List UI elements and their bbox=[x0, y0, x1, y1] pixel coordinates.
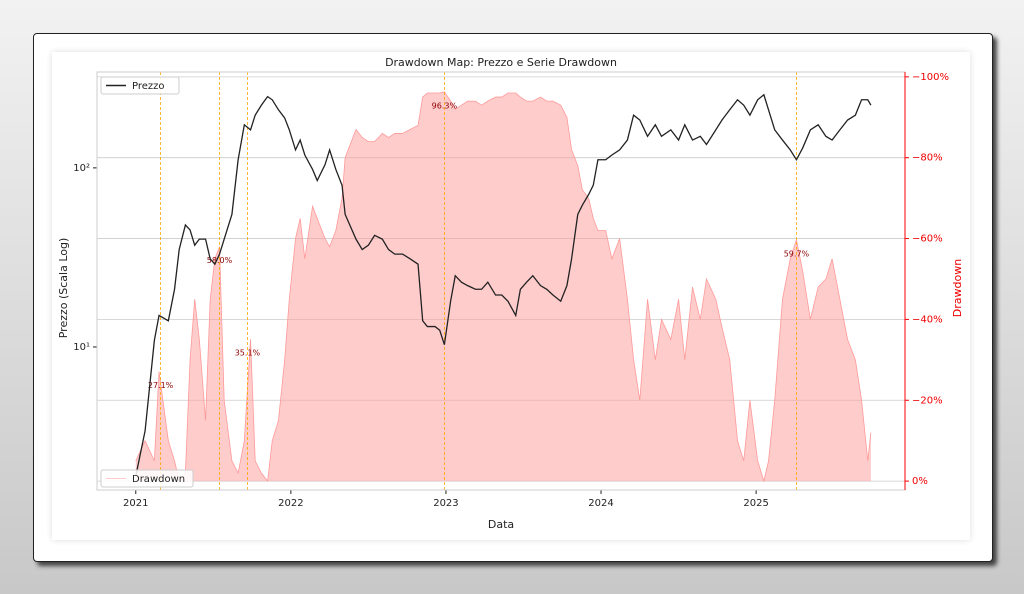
legend-box bbox=[100, 76, 180, 95]
x-tick-label: 2024 bbox=[588, 498, 613, 509]
annotation: 27.1% bbox=[148, 381, 174, 390]
y-tick-label: 10¹ bbox=[73, 342, 90, 353]
drawdown-area bbox=[135, 91, 871, 482]
annotation: 59.7% bbox=[784, 249, 810, 258]
x-tick-label: 2022 bbox=[278, 498, 303, 509]
legend-box bbox=[100, 469, 194, 488]
annotation: 35.1% bbox=[235, 349, 261, 358]
y2-tick-label: 0% bbox=[912, 476, 928, 487]
price-line bbox=[135, 93, 872, 477]
y2-tick-label: −80% bbox=[912, 153, 943, 164]
legend-label: Prezzo bbox=[132, 81, 165, 92]
drawdown-edge bbox=[135, 91, 872, 483]
y2-axis-label: Drawdown bbox=[951, 259, 964, 317]
legend-label: Drawdown bbox=[132, 474, 185, 485]
chart-title: Drawdown Map: Prezzo e Serie Drawdown bbox=[385, 56, 617, 69]
annotation: 58.0% bbox=[207, 256, 233, 265]
x-axis-label: Data bbox=[488, 518, 514, 531]
x-tick-label: 2025 bbox=[743, 498, 768, 509]
y2-tick-label: −60% bbox=[912, 234, 943, 245]
annotation: 96.3% bbox=[432, 101, 458, 110]
x-tick-label: 2023 bbox=[433, 498, 458, 509]
y2-tick-label: −40% bbox=[912, 314, 943, 325]
y2-tick-label: −20% bbox=[912, 395, 943, 406]
y2-tick-label: −100% bbox=[912, 72, 949, 83]
x-tick-label: 2021 bbox=[123, 498, 148, 509]
y-axis-label: Prezzo (Scala Log) bbox=[57, 238, 70, 339]
y-tick-label: 10² bbox=[73, 163, 90, 174]
